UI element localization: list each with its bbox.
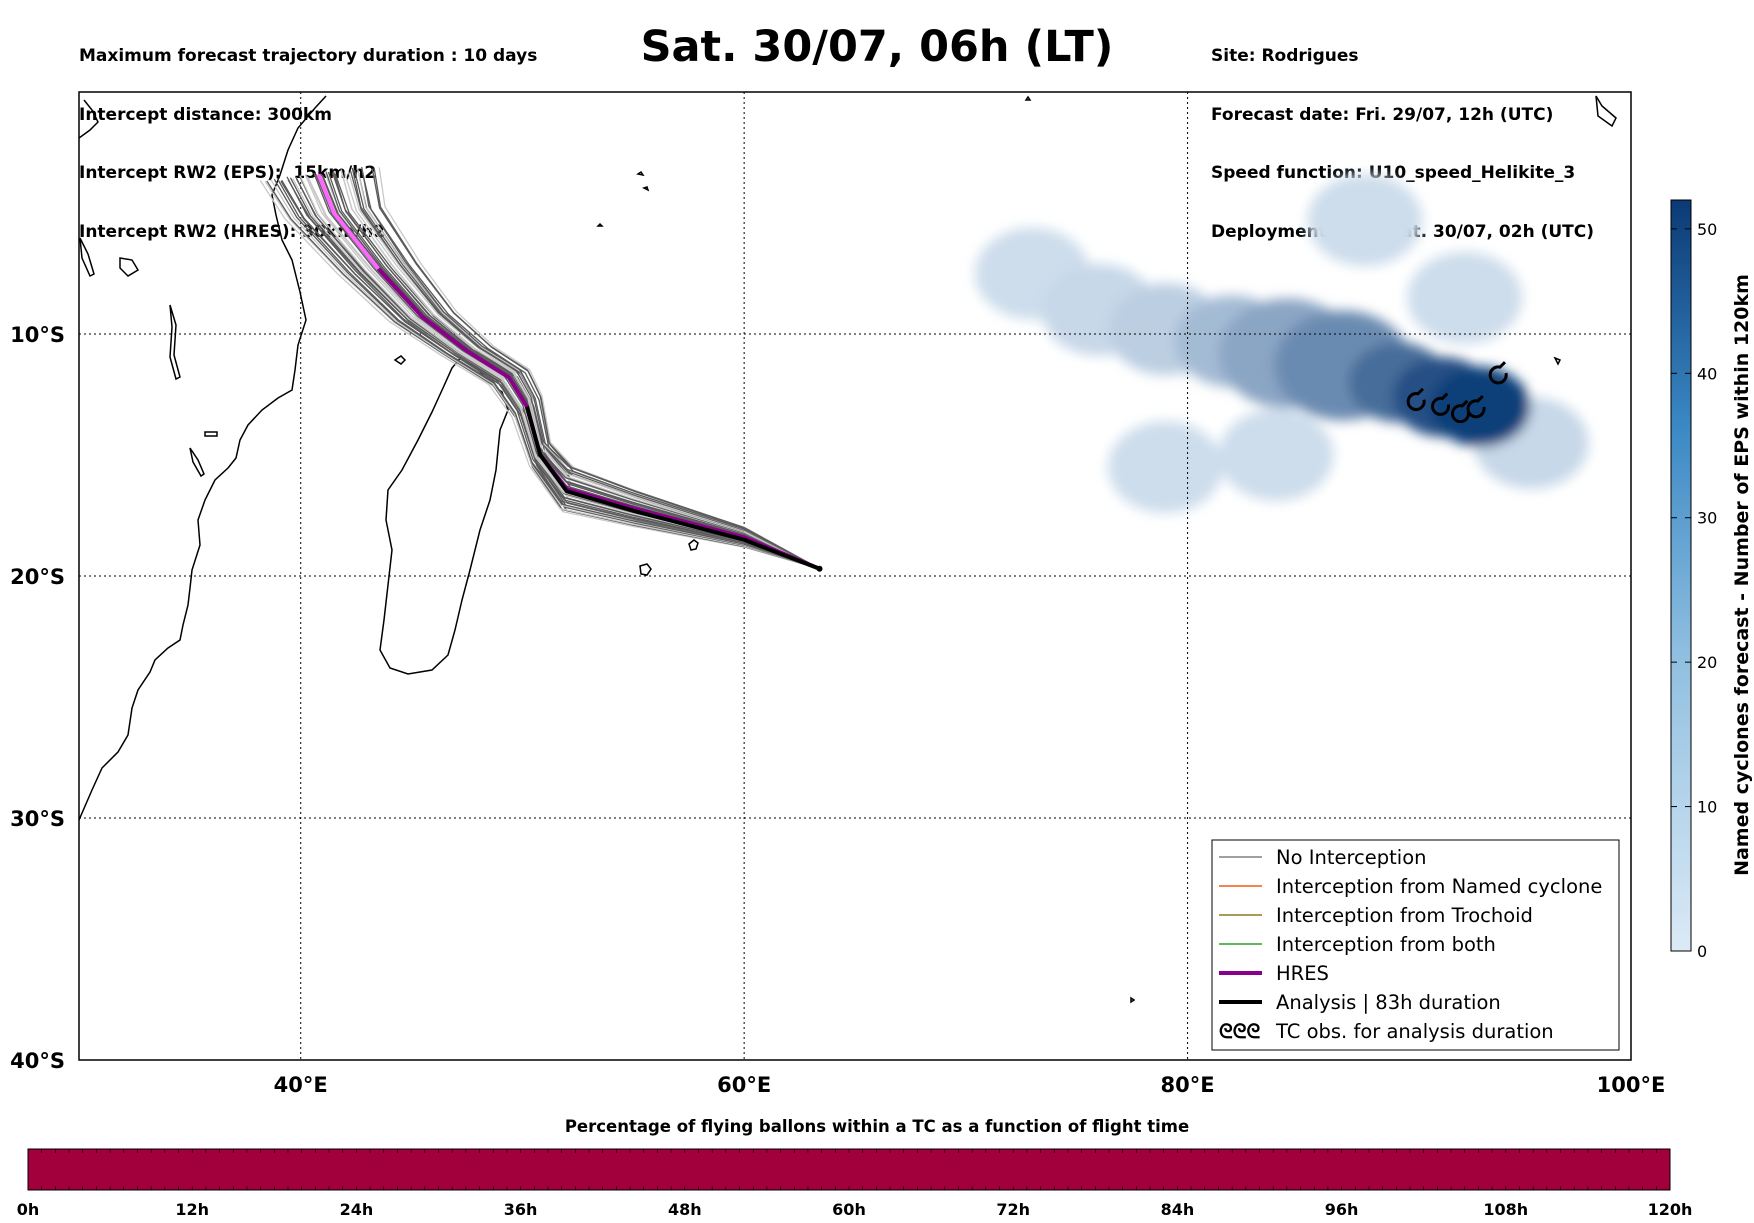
arabian-coast (79, 99, 99, 139)
speed-function: Speed function: U10_speed_Helikite_3 (1211, 163, 1576, 183)
ensemble-trajectory (351, 167, 820, 570)
flight-time-tick-label: 12h (175, 1200, 209, 1219)
seychelles-islands (596, 170, 650, 227)
madagascar-lake (169, 304, 181, 381)
page-title: Sat. 30/07, 06h (LT) (640, 22, 1114, 72)
ensemble-trajectory (340, 169, 820, 570)
madagascar-coastline (379, 354, 509, 675)
latitude-label: 20°S (10, 565, 65, 589)
legend-item-label: Analysis | 83h duration (1276, 991, 1501, 1014)
ensemble-trajectory (270, 179, 820, 570)
cyclone-density-field (974, 174, 1589, 514)
ensemble-trajectory (286, 176, 820, 570)
flight-time-tick-label: 24h (340, 1200, 374, 1219)
longitude-label: 80°E (1161, 1073, 1215, 1097)
site-name: Site: Rodrigues (1211, 46, 1359, 66)
longitude-labels: 40°E 60°E 80°E 100°E (274, 1073, 1666, 1097)
tc-symbol-icon (1451, 399, 1470, 424)
ensemble-trajectory (371, 168, 820, 570)
tc-symbol-icon (1466, 394, 1486, 419)
forecast-parameters: Maximum forecast trajectory duration : 1… (79, 8, 537, 262)
africa-coastline (79, 95, 327, 821)
flight-time-tick-label: 48h (668, 1200, 702, 1219)
flight-time-tick-label: 96h (1325, 1200, 1359, 1219)
colorbar-tick-label: 20 (1697, 653, 1717, 672)
ensemble-trajectory (332, 170, 820, 570)
legend-item-label: HRES (1276, 962, 1329, 985)
site-info: Site: Rodrigues Forecast date: Fri. 29/0… (1211, 8, 1594, 262)
ensemble-trajectory (313, 172, 820, 570)
flight-time-percentage-bar (27, 1148, 1671, 1191)
param-duration: Maximum forecast trajectory duration : 1… (79, 46, 538, 66)
lake-small (204, 431, 218, 437)
colorbar-tick-label: 40 (1697, 364, 1717, 383)
colorbar: 0 10 20 30 40 50 Named cyclones forecast - Nu… (1670, 199, 1753, 961)
lake-small-2 (189, 447, 205, 478)
legend-item-label: TC obs. for analysis duration (1275, 1020, 1554, 1043)
legend-tc-symbol-icon: ᘓᘓᘓ (1219, 1020, 1260, 1043)
density-cell (1107, 421, 1223, 514)
flight-time-tick-label: 120h (1648, 1200, 1693, 1219)
ensemble-trajectory (276, 177, 820, 570)
longitude-label: 60°E (717, 1073, 771, 1097)
ensemble-trajectory (289, 177, 820, 570)
flight-time-tick-label: 72h (996, 1200, 1030, 1219)
christmas-island (1130, 356, 1562, 1004)
lake-victoria (119, 257, 140, 277)
graticule (79, 92, 1631, 1060)
param-intercept-distance: Intercept distance: 300km (79, 104, 332, 125)
legend-item-label: Interception from Named cyclone (1276, 875, 1602, 898)
legend-item-label: Interception from both (1276, 933, 1496, 956)
ensemble-trajectory (264, 181, 820, 570)
hres-trajectory-late (316, 173, 380, 270)
analysis-trajectory (524, 406, 821, 571)
colorbar-tick-label: 30 (1697, 509, 1717, 528)
balloon-trajectories (259, 166, 823, 572)
comoros-island (393, 355, 407, 365)
tc-symbol-icon (1488, 361, 1508, 385)
mauritius-island (688, 539, 699, 551)
density-cell (1430, 366, 1531, 447)
colorbar-tick-label: 50 (1697, 220, 1717, 239)
ensemble-trajectory (266, 180, 820, 570)
latitude-label: 40°S (10, 1049, 65, 1073)
flight-time-tick-label: 60h (832, 1200, 866, 1219)
density-cell (1307, 174, 1423, 267)
legend-item-label: No Interception (1276, 846, 1427, 869)
forecast-date: Forecast date: Fri. 29/07, 12h (UTC) (1211, 104, 1554, 125)
tc-observations (1406, 361, 1508, 424)
lake-tanganyika (79, 237, 95, 278)
flight-time-tick-label: 84h (1161, 1200, 1195, 1219)
legend-item-label: Interception from Trochoid (1276, 904, 1533, 927)
flight-time-tick-label: 0h (17, 1200, 40, 1219)
launch-site-marker (816, 565, 823, 572)
density-cell (1407, 251, 1523, 344)
colorbar-tick-label: 0 (1697, 942, 1707, 961)
flight-time-bar: 0h 12h 24h 36h 48h 60h 72h 84h 96h 108h 120h (17, 1148, 1693, 1219)
lakshadweep-islands (1024, 95, 1617, 128)
tc-symbol-icon (1406, 387, 1426, 412)
latitude-label: 30°S (10, 807, 65, 831)
longitude-label: 100°E (1597, 1073, 1666, 1097)
reunion-island (639, 563, 652, 576)
flight-time-tick-label: 36h (504, 1200, 538, 1219)
ensemble-trajectory (259, 180, 820, 570)
ensemble-trajectory (353, 169, 820, 570)
flight-time-bar-title: Percentage of flying ballons within a TC… (564, 1117, 1190, 1136)
tc-symbol-icon (1431, 392, 1451, 416)
param-intercept-eps: Intercept RW2 (EPS): 15km/h2 (79, 163, 377, 183)
density-cell (1218, 409, 1334, 501)
colorbar-tick-label: 10 (1697, 798, 1717, 817)
flight-time-tick-label: 108h (1483, 1200, 1528, 1219)
map-frame (78, 91, 1632, 1061)
latitude-labels: 10°S 20°S 30°S 40°S (10, 323, 65, 1073)
colorbar-label: Named cyclones forecast - Number of EPS … (1731, 274, 1753, 876)
ensemble-trajectory (361, 166, 820, 570)
longitude-label: 40°E (274, 1073, 328, 1097)
legend-box (1211, 839, 1620, 1051)
latitude-label: 10°S (10, 323, 65, 347)
colorbar-scale (1670, 199, 1692, 952)
legend: No Interception Interception from Named c… (1211, 839, 1620, 1051)
